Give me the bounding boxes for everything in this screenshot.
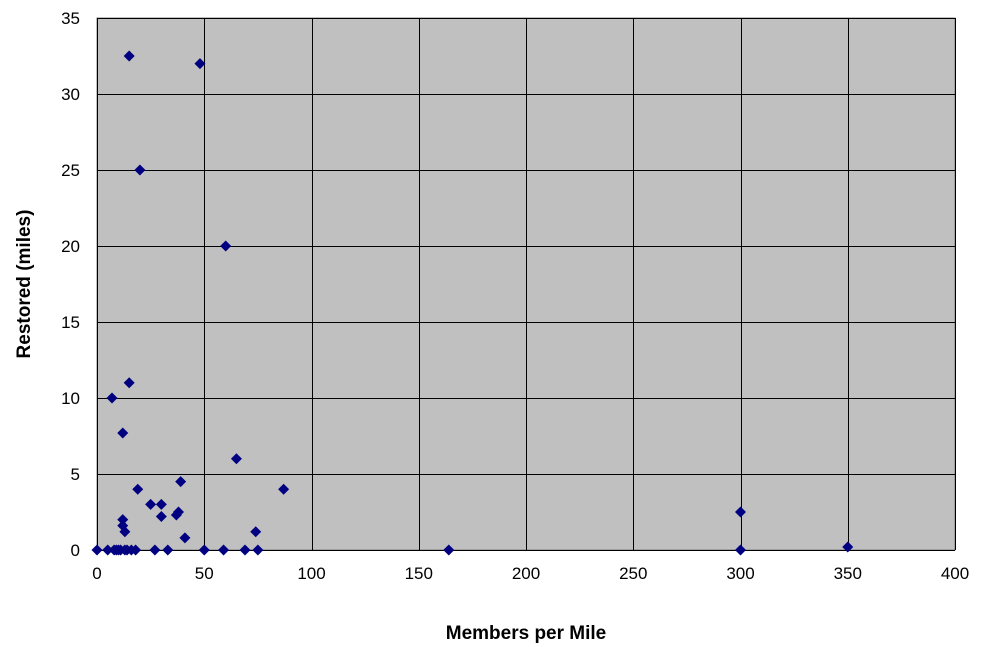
data-point	[117, 427, 129, 439]
data-point	[123, 377, 135, 389]
data-point	[132, 483, 144, 495]
data-point	[735, 544, 746, 556]
data-point	[735, 506, 746, 518]
x-tick-label: 150	[405, 564, 433, 583]
x-axis-title: Members per Mile	[446, 623, 607, 644]
data-point	[145, 498, 157, 510]
data-point	[149, 544, 161, 556]
y-axis-tick-labels: 0 5 10 15 20 25 30 35	[61, 9, 80, 560]
grid-lines	[97, 18, 956, 551]
data-point	[155, 498, 167, 510]
y-axis-title: Restored (miles)	[14, 210, 35, 359]
y-tick-label: 5	[71, 465, 80, 484]
data-point	[220, 240, 232, 252]
data-point	[91, 544, 103, 556]
data-point	[230, 453, 242, 465]
data-point	[173, 506, 185, 518]
x-tick-label: 250	[619, 564, 647, 583]
data-point	[162, 544, 174, 556]
data-point	[250, 526, 262, 538]
data-point	[155, 511, 167, 523]
data-point	[252, 544, 264, 556]
x-tick-label: 300	[726, 564, 754, 583]
data-point	[443, 544, 455, 556]
data-point	[194, 58, 206, 70]
y-tick-label: 15	[61, 313, 80, 332]
data-point	[117, 514, 129, 526]
x-tick-label: 350	[834, 564, 862, 583]
data-point	[119, 526, 131, 538]
data-point	[123, 50, 135, 62]
x-tick-label: 0	[92, 564, 101, 583]
y-tick-label: 25	[61, 161, 80, 180]
x-tick-label: 50	[195, 564, 214, 583]
x-tick-label: 200	[512, 564, 540, 583]
y-tick-label: 35	[61, 9, 80, 28]
data-point	[102, 544, 114, 556]
data-point	[106, 392, 118, 404]
y-tick-label: 10	[61, 389, 80, 408]
data-points	[91, 50, 854, 556]
y-tick-label: 20	[61, 237, 80, 256]
data-point	[198, 544, 210, 556]
y-tick-label: 0	[71, 541, 80, 560]
data-point	[239, 544, 251, 556]
data-point	[134, 164, 146, 176]
data-point	[218, 544, 230, 556]
data-point	[117, 520, 129, 532]
data-point	[179, 532, 191, 544]
x-axis-tick-labels: 0 50 100 150 200 250 300 350 400	[92, 564, 969, 583]
x-tick-label: 400	[941, 564, 969, 583]
data-point	[842, 541, 854, 553]
data-point	[278, 483, 290, 495]
data-point	[130, 544, 142, 556]
y-tick-label: 30	[61, 85, 80, 104]
x-tick-label: 100	[297, 564, 325, 583]
data-point	[175, 476, 187, 488]
